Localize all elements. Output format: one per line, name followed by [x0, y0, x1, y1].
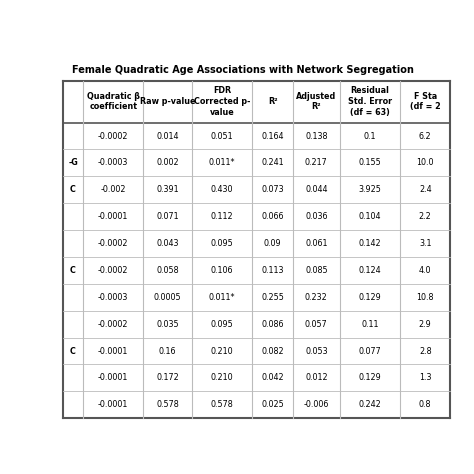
- Text: -0.0002: -0.0002: [98, 131, 128, 140]
- Text: 0.071: 0.071: [156, 212, 179, 221]
- Text: 0.129: 0.129: [358, 293, 381, 302]
- Text: 0.061: 0.061: [305, 239, 328, 248]
- Text: 1.3: 1.3: [419, 374, 431, 383]
- Text: 0.057: 0.057: [305, 319, 328, 328]
- Text: 0.578: 0.578: [156, 400, 179, 409]
- Text: 0.043: 0.043: [156, 239, 179, 248]
- Text: 0.255: 0.255: [261, 293, 284, 302]
- Text: 10.0: 10.0: [417, 158, 434, 167]
- Text: 0.051: 0.051: [211, 131, 233, 140]
- Text: -0.0003: -0.0003: [98, 293, 128, 302]
- Text: 0.217: 0.217: [305, 158, 328, 167]
- Text: -0.006: -0.006: [304, 400, 329, 409]
- Text: 0.578: 0.578: [211, 400, 234, 409]
- Text: -0.0001: -0.0001: [98, 212, 128, 221]
- Text: 0.232: 0.232: [305, 293, 328, 302]
- Text: Quadratic β
coefficient: Quadratic β coefficient: [87, 91, 140, 111]
- Text: FDR
Corrected p-
value: FDR Corrected p- value: [194, 86, 250, 117]
- Text: 0.172: 0.172: [156, 374, 179, 383]
- Text: 0.11: 0.11: [361, 319, 379, 328]
- Text: 0.138: 0.138: [305, 131, 328, 140]
- Text: -0.0002: -0.0002: [98, 266, 128, 275]
- Text: C: C: [70, 185, 76, 194]
- Text: 2.4: 2.4: [419, 185, 431, 194]
- Text: 0.113: 0.113: [261, 266, 284, 275]
- Text: 0.044: 0.044: [305, 185, 328, 194]
- Text: 0.066: 0.066: [261, 212, 284, 221]
- Text: 10.8: 10.8: [417, 293, 434, 302]
- Text: 2.9: 2.9: [419, 319, 432, 328]
- Text: 0.430: 0.430: [211, 185, 233, 194]
- Text: Residual
Std. Error
(df = 63): Residual Std. Error (df = 63): [348, 86, 392, 117]
- Text: 0.073: 0.073: [261, 185, 284, 194]
- Text: 0.002: 0.002: [156, 158, 179, 167]
- Text: Female Quadratic Age Associations with Network Segregation: Female Quadratic Age Associations with N…: [72, 65, 414, 75]
- Text: 3.925: 3.925: [358, 185, 381, 194]
- Text: 3.1: 3.1: [419, 239, 431, 248]
- Text: C: C: [70, 266, 76, 275]
- Text: 0.124: 0.124: [358, 266, 381, 275]
- Text: 0.104: 0.104: [358, 212, 381, 221]
- Text: 0.391: 0.391: [156, 185, 179, 194]
- Text: 0.035: 0.035: [156, 319, 179, 328]
- Text: 4.0: 4.0: [419, 266, 431, 275]
- Text: F Sta
(df = 2: F Sta (df = 2: [410, 91, 441, 111]
- Text: 2.2: 2.2: [419, 212, 432, 221]
- Text: -0.0001: -0.0001: [98, 374, 128, 383]
- Text: 0.058: 0.058: [156, 266, 179, 275]
- Text: 0.112: 0.112: [211, 212, 233, 221]
- Text: -0.0003: -0.0003: [98, 158, 128, 167]
- Text: 0.8: 0.8: [419, 400, 431, 409]
- Text: -0.002: -0.002: [100, 185, 126, 194]
- Text: Adjusted
R²: Adjusted R²: [296, 91, 337, 111]
- Text: 0.210: 0.210: [211, 374, 233, 383]
- Text: -G: -G: [68, 158, 78, 167]
- Text: 0.09: 0.09: [264, 239, 282, 248]
- Text: R²: R²: [268, 97, 277, 106]
- Text: 0.095: 0.095: [211, 319, 234, 328]
- Text: -0.0002: -0.0002: [98, 239, 128, 248]
- Text: 0.036: 0.036: [305, 212, 328, 221]
- Text: Raw p-value: Raw p-value: [140, 97, 195, 106]
- Text: 0.142: 0.142: [358, 239, 381, 248]
- Text: 0.053: 0.053: [305, 346, 328, 356]
- Text: -0.0001: -0.0001: [98, 346, 128, 356]
- Text: 0.210: 0.210: [211, 346, 233, 356]
- Text: 0.085: 0.085: [305, 266, 328, 275]
- Text: 0.042: 0.042: [261, 374, 284, 383]
- Text: 0.086: 0.086: [261, 319, 284, 328]
- Text: 0.16: 0.16: [159, 346, 176, 356]
- Text: -0.0002: -0.0002: [98, 319, 128, 328]
- Text: 0.025: 0.025: [261, 400, 284, 409]
- Text: 0.095: 0.095: [211, 239, 234, 248]
- Text: 6.2: 6.2: [419, 131, 431, 140]
- Text: 0.164: 0.164: [261, 131, 284, 140]
- Text: 0.106: 0.106: [211, 266, 233, 275]
- Text: 0.129: 0.129: [358, 374, 381, 383]
- Text: 0.155: 0.155: [358, 158, 381, 167]
- Text: 0.077: 0.077: [358, 346, 381, 356]
- Text: 0.1: 0.1: [364, 131, 376, 140]
- Text: 0.0005: 0.0005: [154, 293, 182, 302]
- Text: 0.011*: 0.011*: [209, 293, 236, 302]
- Text: -0.0001: -0.0001: [98, 400, 128, 409]
- Text: 0.012: 0.012: [305, 374, 328, 383]
- Text: 0.241: 0.241: [261, 158, 284, 167]
- Text: 0.242: 0.242: [358, 400, 381, 409]
- Text: C: C: [70, 346, 76, 356]
- Text: 0.082: 0.082: [261, 346, 284, 356]
- Text: 0.011*: 0.011*: [209, 158, 236, 167]
- Text: 0.014: 0.014: [156, 131, 179, 140]
- Text: 2.8: 2.8: [419, 346, 431, 356]
